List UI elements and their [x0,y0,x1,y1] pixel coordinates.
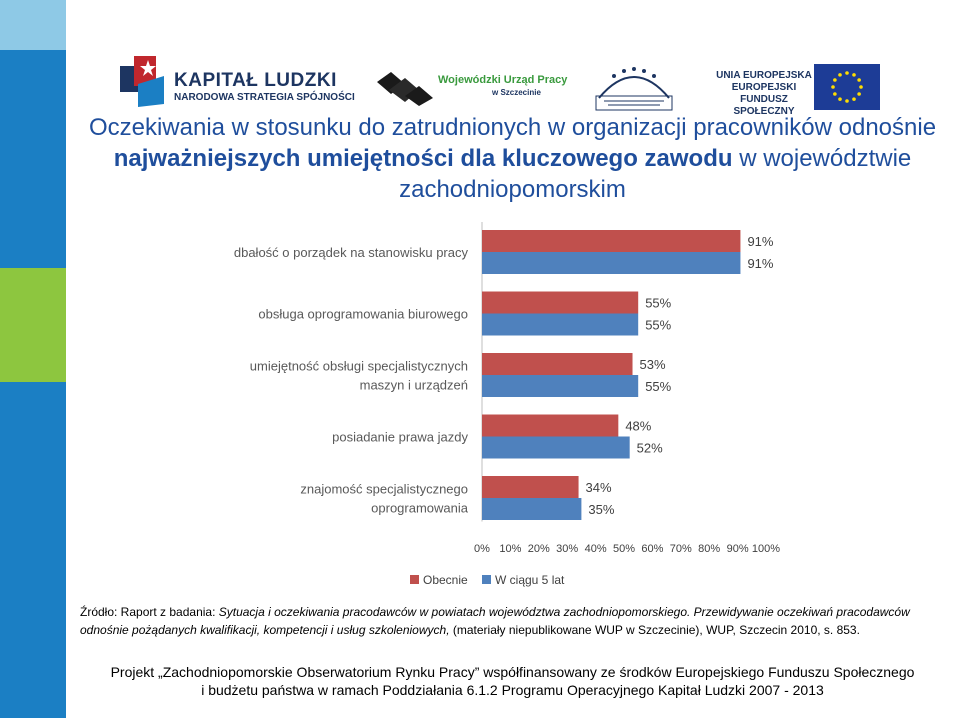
title-bold: najważniejszych umiejętności dla kluczow… [113,145,733,172]
x-tick-label: 10% [499,543,521,555]
category-label-line: maszyn i urządzeń [360,378,468,393]
data-label: 55% [645,379,671,394]
eu-star [857,78,861,82]
category-label-line: znajomość specjalistycznego [300,482,468,497]
x-tick-label: 70% [670,543,692,555]
eu-star [838,97,842,101]
bar-w-ciagu-5-lat [482,313,639,336]
x-tick-label: 50% [613,543,635,555]
bar-obecnie [482,291,639,314]
x-tick-label: 20% [528,543,550,555]
bar-obecnie [482,353,633,375]
x-tick-label: 60% [641,543,663,555]
data-label: 34% [586,480,612,495]
skills-bar-chart: dbałość o porządek na stanowisku pracy 91… [234,222,780,587]
eu-star [852,97,856,101]
category-label-line: dbałość o porządek na stanowisku pracy [234,245,469,260]
footer: Projekt „Zachodniopomorskie Obserwatoriu… [66,663,959,699]
data-label: 52% [637,441,663,456]
bar-w-ciagu-5-lat [482,436,630,459]
wup-name: Wojewódzki Urząd Pracy [438,74,568,86]
footer-line-1: Projekt „Zachodniopomorskie Obserwatoriu… [110,664,915,680]
ue-line-3: FUNDUSZ SPOŁECZNY [733,94,795,117]
data-label: 53% [640,357,666,372]
data-label: 35% [588,502,614,517]
footer-line-2: i budżetu państwa w ramach Poddziałania … [201,682,824,698]
eu-star [845,99,849,103]
x-tick-label: 0% [474,543,490,555]
category-label-line: oprogramowania [371,501,469,516]
data-label: 55% [645,296,671,311]
category-label: posiadanie prawa jazdy [332,430,468,445]
legend-swatch [410,575,419,584]
ue-caption: UNIA EUROPEJSKA EUROPEJSKI FUNDUSZ SPOŁE… [716,70,812,118]
header-logos: KAPITAŁ LUDZKI NARODOWA STRATEGIA SPÓJNO… [110,40,889,120]
obserwatorium-logo [595,67,673,111]
decor-strip-top [0,0,66,50]
source-suffix: (materiały niepublikowane WUP w Szczecin… [449,623,860,637]
category-label: umiejętność obsługi specjalistycznych mas… [250,359,468,393]
x-tick-label: 40% [585,543,607,555]
data-label: 55% [645,318,671,333]
bar-obecnie [482,476,579,498]
source-title: Sytuacja i oczekiwania pracodawców w pow… [80,605,910,637]
kapital-ludzki-name: KAPITAŁ LUDZKI [174,70,337,91]
decor-strip-blue [0,50,66,268]
page-title: Oczekiwania w stosunku do zatrudnionych … [66,112,959,205]
category-label: obsługa oprogramowania biurowego [258,307,468,322]
category-label: dbałość o porządek na stanowisku pracy [234,245,469,260]
kapital-ludzki-subtitle: NARODOWA STRATEGIA SPÓJNOŚCI [174,92,355,103]
eu-star [852,73,856,77]
bar-w-ciagu-5-lat [482,252,741,274]
kapital-ludzki-logo [120,56,164,107]
legend-label: W ciągu 5 lat [495,573,565,587]
legend-swatch [482,575,491,584]
x-tick-label: 80% [698,543,720,555]
ue-line-1: UNIA EUROPEJSKA [716,70,812,81]
wup-logo-icon [377,72,433,106]
title-part-2: w województwie zachodniopomorskim [399,145,912,203]
category-label: znajomość specjalistycznego oprogramowani… [300,482,468,516]
wup-city: w Szczecinie [492,88,541,97]
title-part-1: Oczekiwania w stosunku do zatrudnionych … [88,114,937,141]
eu-star [833,78,837,82]
bar-w-ciagu-5-lat [482,375,639,397]
bar-obecnie [482,230,741,252]
x-tick-label: 100% [752,543,780,555]
decor-strip-blue-bottom [0,382,66,718]
category-label-line: posiadanie prawa jazdy [332,430,468,445]
source-prefix: Źródło: Raport z badania: [80,605,219,619]
source-note: Źródło: Raport z badania: Sytuacja i ocz… [80,603,950,639]
decor-strip-green [0,268,66,382]
data-label: 91% [747,256,773,271]
eu-star [833,92,837,96]
bar-w-ciagu-5-lat [482,498,582,520]
x-tick-label: 90% [727,543,749,555]
data-label: 48% [625,419,651,434]
eu-flag-icon [814,64,880,110]
ue-line-2: EUROPEJSKI [731,82,797,93]
eu-star [859,85,863,89]
bar-obecnie [482,414,619,437]
eu-star [838,73,842,77]
data-label: 91% [747,234,773,249]
x-tick-label: 30% [556,543,578,555]
category-label-line: obsługa oprogramowania biurowego [258,307,468,322]
category-label-line: umiejętność obsługi specjalistycznych [250,359,468,374]
eu-star [845,71,849,75]
eu-star [857,92,861,96]
legend-label: Obecnie [423,573,468,587]
eu-star [831,85,835,89]
